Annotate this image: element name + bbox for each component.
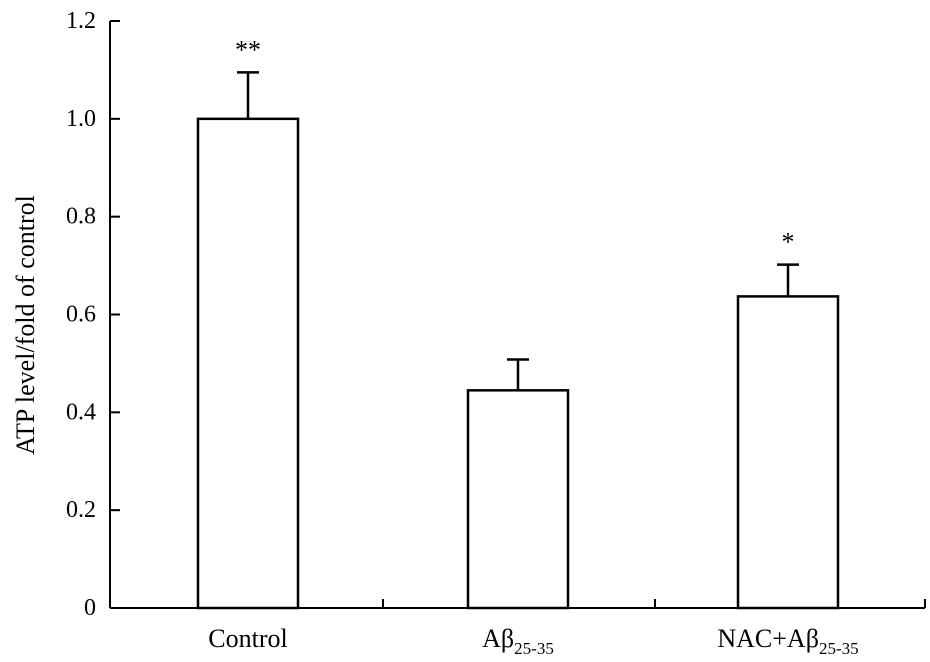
bar <box>196 117 300 610</box>
bar <box>736 295 840 610</box>
x-tick-label: NAC+Aβ25-35 <box>717 624 858 658</box>
bar <box>466 389 570 610</box>
significance-marker: ** <box>235 35 261 64</box>
x-tick-label: Aβ25-35 <box>482 624 554 658</box>
x-tick-labels: Control Aβ25-35 NAC+Aβ25-35 <box>208 624 858 658</box>
y-axis-label: ATP level/fold of control <box>11 195 40 455</box>
bars: *** <box>196 35 840 610</box>
y-tick-label: 0.4 <box>66 399 96 425</box>
significance-marker: * <box>782 228 795 257</box>
y-tick-label: 0 <box>84 595 96 621</box>
y-tick-label: 1.2 <box>66 8 96 34</box>
y-tick-label: 0.8 <box>66 204 96 230</box>
x-tick-label: Control <box>208 624 287 653</box>
y-tick-label: 0.2 <box>66 497 96 523</box>
y-tick-label: 1.0 <box>66 106 96 132</box>
y-tick-label: 0.6 <box>66 302 96 328</box>
